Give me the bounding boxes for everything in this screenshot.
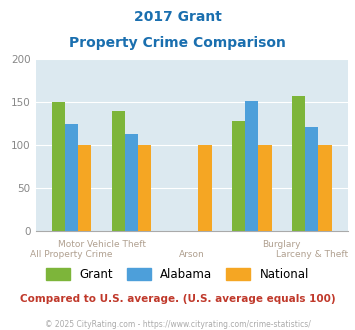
Text: Property Crime Comparison: Property Crime Comparison: [69, 36, 286, 50]
Text: Motor Vehicle Theft: Motor Vehicle Theft: [58, 240, 146, 248]
Bar: [318, 145, 332, 231]
Bar: [232, 121, 245, 231]
Text: Arson: Arson: [179, 250, 204, 259]
Bar: [52, 102, 65, 231]
Bar: [305, 127, 318, 231]
Legend: Grant, Alabama, National: Grant, Alabama, National: [42, 263, 313, 286]
Bar: [258, 145, 272, 231]
Bar: [112, 111, 125, 231]
Text: © 2025 CityRating.com - https://www.cityrating.com/crime-statistics/: © 2025 CityRating.com - https://www.city…: [45, 320, 310, 329]
Text: 2017 Grant: 2017 Grant: [133, 10, 222, 24]
Text: All Property Crime: All Property Crime: [30, 250, 113, 259]
Bar: [65, 124, 78, 231]
Bar: [198, 145, 212, 231]
Bar: [138, 145, 152, 231]
Text: Burglary: Burglary: [263, 240, 301, 248]
Bar: [245, 101, 258, 231]
Bar: [292, 96, 305, 231]
Text: Larceny & Theft: Larceny & Theft: [276, 250, 348, 259]
Text: Compared to U.S. average. (U.S. average equals 100): Compared to U.S. average. (U.S. average …: [20, 294, 335, 304]
Bar: [78, 145, 91, 231]
Bar: [125, 134, 138, 231]
